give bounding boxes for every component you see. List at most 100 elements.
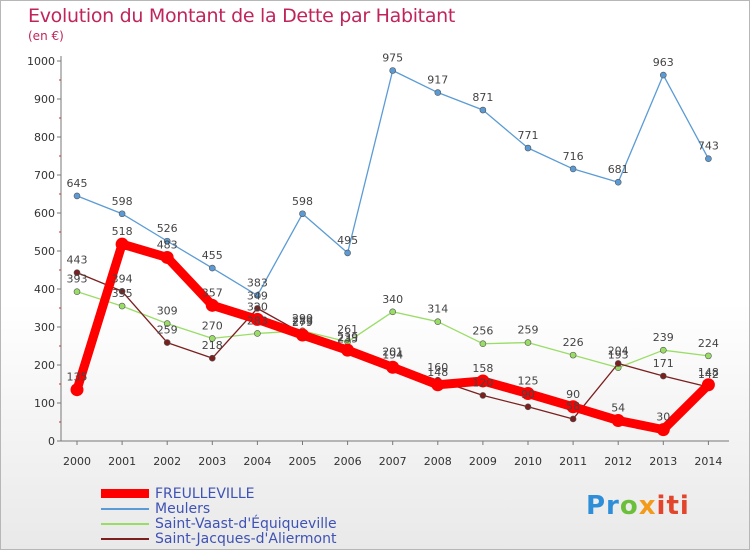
y-tick-label: 1000	[27, 55, 55, 68]
y-tick-label: 400	[34, 283, 55, 296]
data-point	[569, 351, 577, 359]
legend-swatch	[101, 489, 149, 498]
data-label: 681	[608, 163, 629, 176]
data-point	[524, 339, 532, 346]
data-label: 871	[472, 91, 493, 104]
data-point	[614, 178, 622, 186]
data-label: 309	[157, 305, 178, 318]
proxiti-logo: Proxiti	[586, 491, 690, 521]
data-label: 259	[157, 324, 178, 337]
data-label: 201	[382, 346, 403, 359]
x-tick-label: 2011	[559, 455, 587, 468]
data-label: 975	[382, 52, 403, 65]
series-1	[73, 67, 712, 299]
data-point	[163, 237, 171, 245]
y-tick-label: 100	[34, 397, 55, 410]
data-label: 598	[112, 195, 133, 208]
data-label: 158	[472, 362, 493, 375]
data-point	[341, 343, 355, 357]
data-label: 495	[337, 234, 358, 247]
data-label: 518	[112, 225, 133, 238]
data-point	[389, 67, 397, 74]
data-point	[205, 298, 219, 312]
data-point	[524, 403, 532, 411]
data-point	[479, 340, 487, 348]
data-point	[659, 71, 667, 79]
x-tick-label: 2002	[153, 455, 181, 468]
y-tick-label: 200	[34, 359, 55, 372]
chart-subtitle: (en €)	[28, 29, 64, 43]
data-label: 349	[247, 289, 268, 302]
data-label: 193	[608, 349, 629, 362]
data-label: 320	[247, 300, 268, 313]
legend-swatch	[101, 523, 149, 525]
data-label: 917	[427, 74, 448, 87]
data-label: 218	[202, 339, 223, 352]
data-point	[659, 372, 667, 380]
data-point	[431, 378, 445, 392]
data-point	[566, 400, 580, 414]
data-label: 394	[112, 272, 133, 285]
data-label: 256	[472, 325, 493, 338]
legend-swatch	[101, 508, 149, 510]
data-label: 30	[656, 411, 670, 424]
data-label: 383	[247, 276, 268, 289]
y-tick-label: 900	[34, 93, 55, 106]
x-tick-label: 2009	[469, 455, 497, 468]
data-point	[163, 339, 171, 346]
data-label: 261	[337, 323, 358, 336]
legend-label: FREULLEVILLE	[155, 486, 255, 502]
data-label: 239	[653, 331, 674, 344]
data-point	[250, 312, 264, 326]
data-point	[118, 287, 126, 295]
y-tick-label: 700	[34, 169, 55, 182]
data-label: 598	[292, 195, 313, 208]
x-tick-label: 2004	[243, 455, 271, 468]
data-point	[160, 250, 174, 264]
data-label: 283	[292, 314, 313, 327]
x-tick-label: 2012	[604, 455, 632, 468]
data-point	[569, 415, 577, 423]
x-tick-label: 2013	[649, 455, 677, 468]
data-label: 355	[112, 287, 133, 300]
x-tick-label: 2003	[198, 455, 226, 468]
data-label: 483	[157, 238, 178, 251]
data-label: 142	[698, 368, 719, 381]
data-point	[73, 288, 81, 295]
data-label: 171	[653, 357, 674, 370]
x-tick-label: 2006	[334, 455, 362, 468]
y-tick-label: 600	[34, 207, 55, 220]
legend-label: Meulers	[155, 501, 211, 517]
data-label: 226	[563, 336, 584, 349]
data-label: 279	[292, 316, 313, 329]
data-point	[659, 346, 667, 354]
data-label: 283	[247, 314, 268, 327]
data-label: 645	[67, 177, 88, 190]
data-label: 54	[611, 401, 625, 414]
y-tick-label: 800	[34, 131, 55, 144]
data-point	[296, 328, 309, 342]
data-label: 120	[472, 376, 493, 389]
data-label: 194	[382, 348, 403, 361]
legend-label: Saint-Vaast-d'Équiqueville	[155, 516, 337, 532]
data-point	[521, 387, 535, 400]
data-point	[479, 106, 487, 114]
data-label: 224	[698, 337, 719, 350]
data-label: 716	[563, 150, 584, 163]
data-label: 314	[427, 303, 448, 316]
data-label: 90	[521, 388, 535, 401]
data-point	[434, 89, 442, 96]
data-label: 125	[518, 375, 539, 388]
data-point	[209, 264, 216, 272]
data-point	[163, 320, 171, 327]
data-label: 58	[566, 400, 580, 413]
data-point	[299, 210, 306, 218]
y-tick-label: 500	[34, 245, 55, 258]
y-tick-label: 0	[48, 435, 55, 448]
data-label: 526	[157, 222, 178, 235]
data-point	[569, 165, 577, 173]
data-point	[254, 305, 261, 312]
data-point	[344, 249, 351, 257]
legend-label: Saint-Jacques-d'Aliermont	[155, 531, 337, 547]
